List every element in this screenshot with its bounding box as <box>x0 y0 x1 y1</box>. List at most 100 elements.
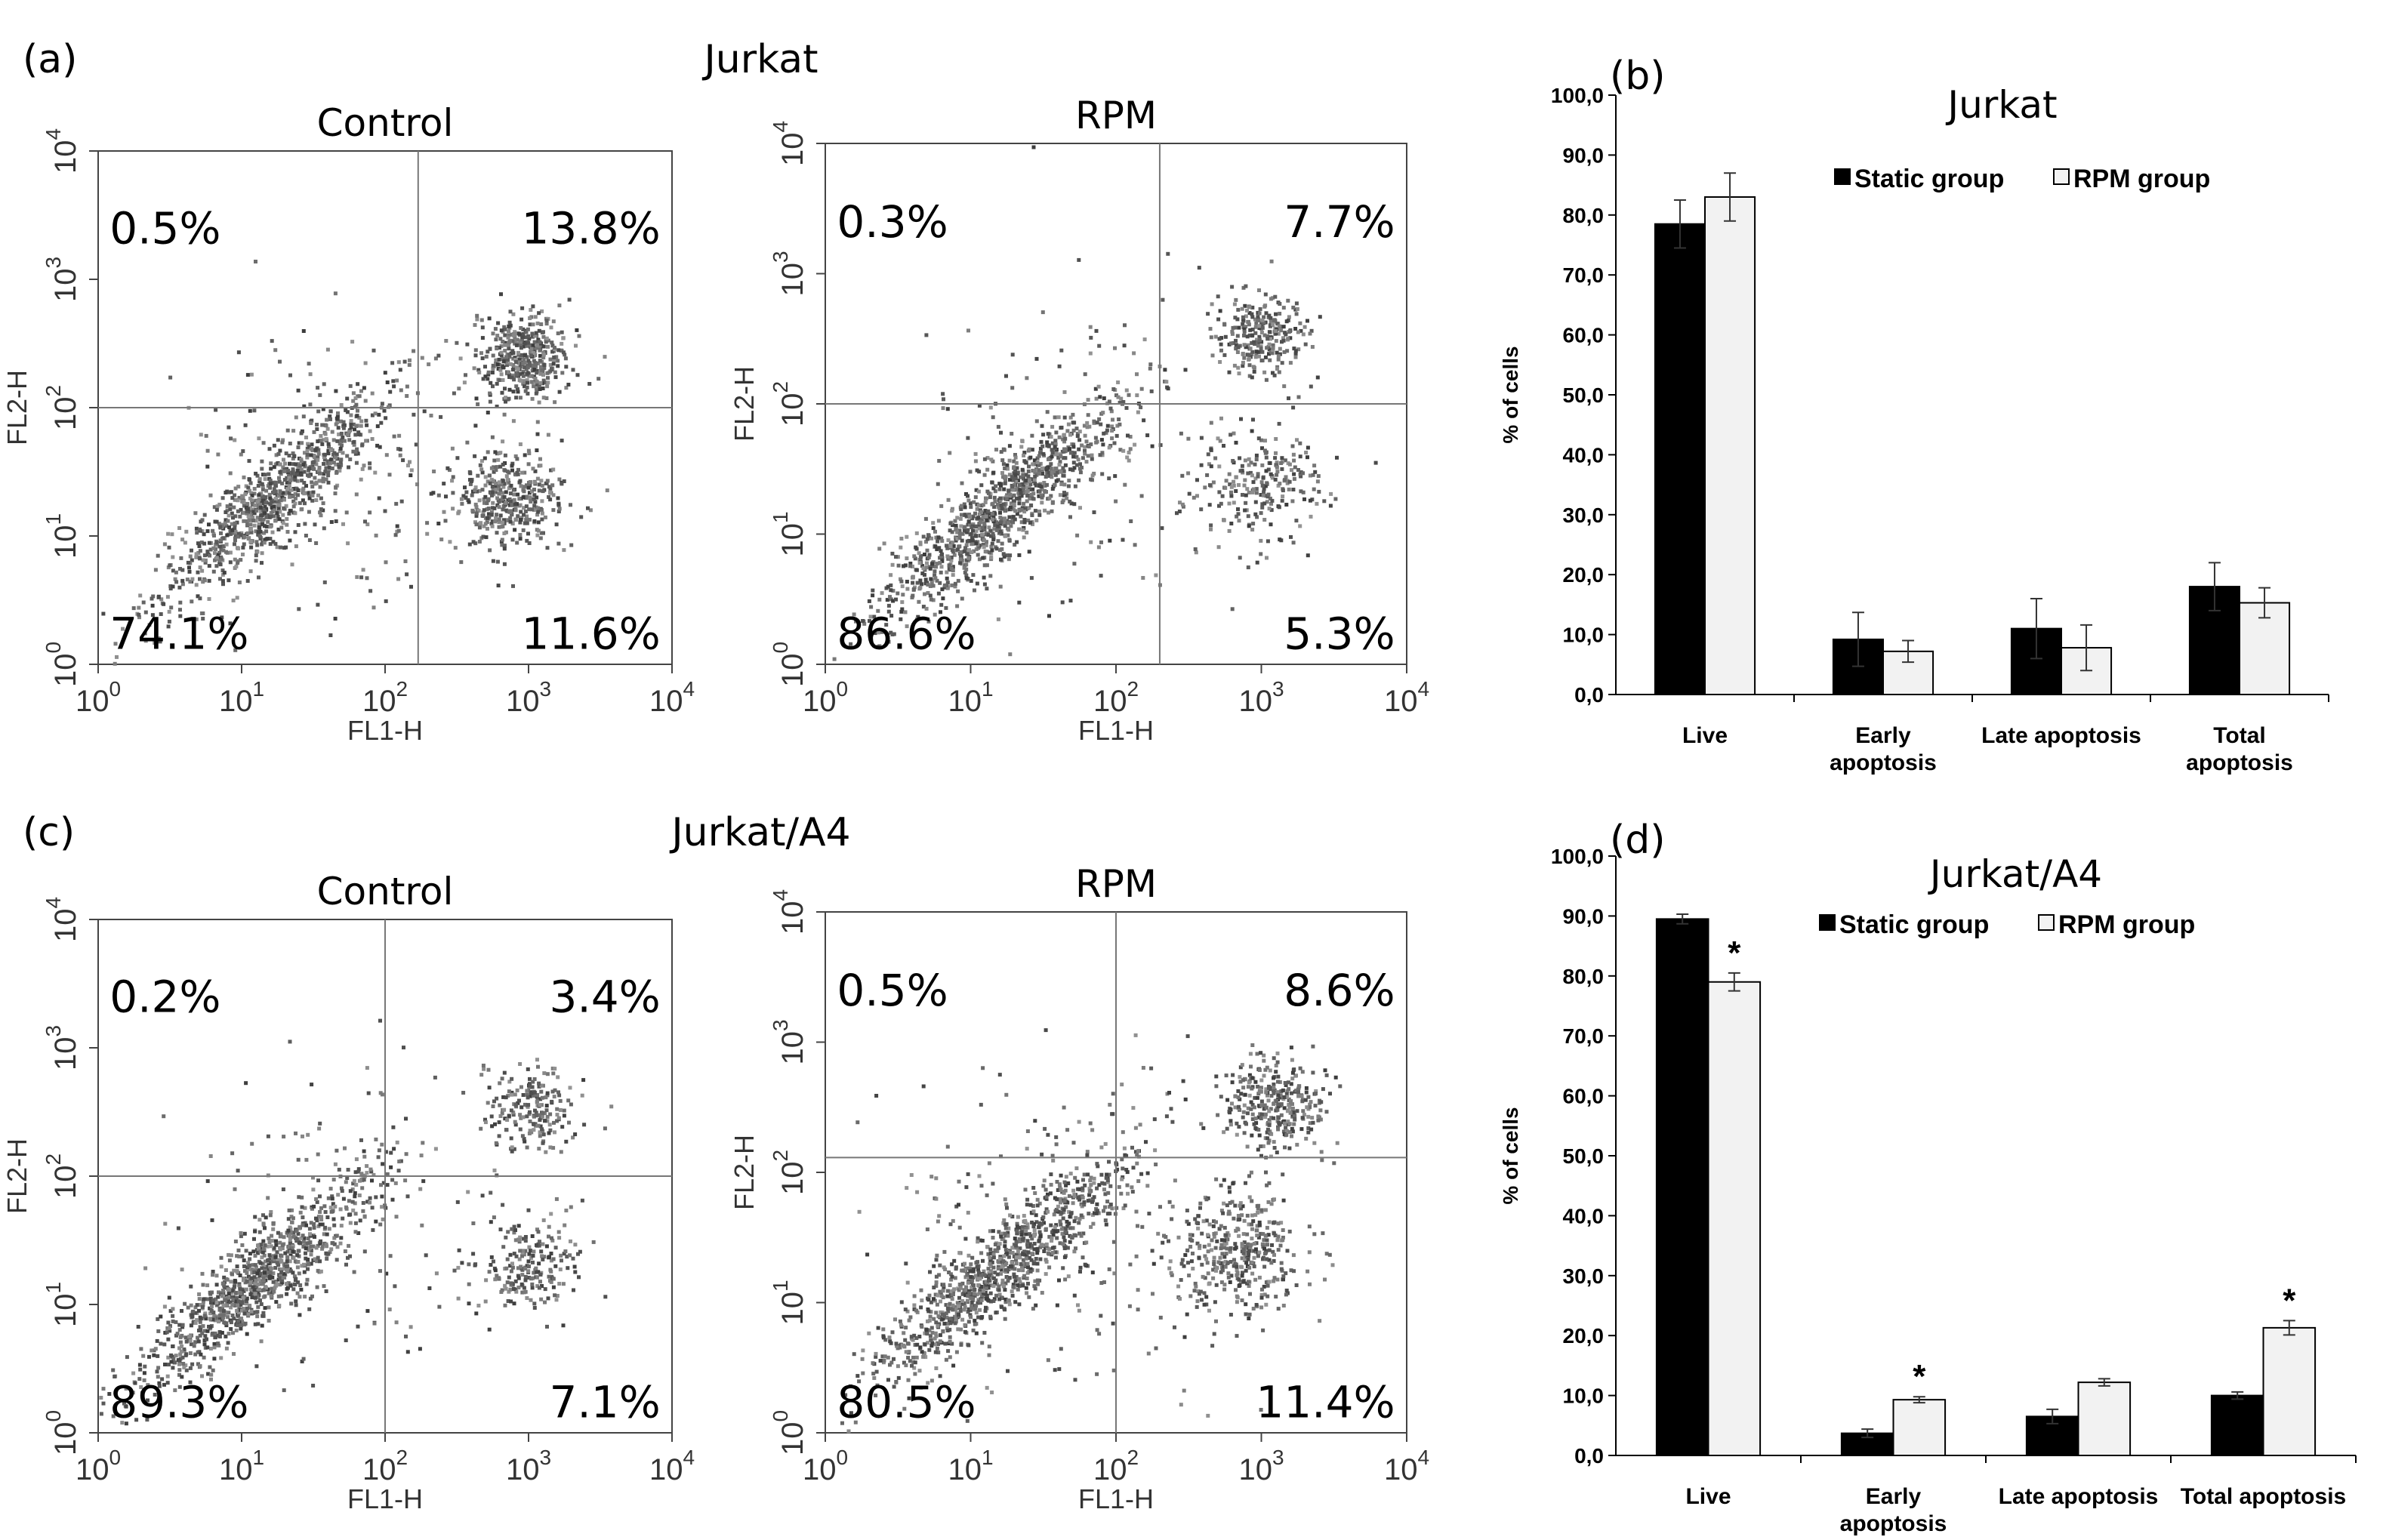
event-dot-live <box>955 537 960 541</box>
event-dot-debris <box>1181 504 1185 509</box>
event-dot-live <box>183 541 187 545</box>
event-dot-live <box>309 1252 313 1257</box>
event-dot-late-apoptotic <box>1250 334 1254 338</box>
quadrant-label-upper-right: 7.7% <box>1284 196 1395 248</box>
event-dot-live <box>197 544 202 548</box>
event-dot-early-apoptotic <box>1245 487 1250 491</box>
event-dot-live <box>248 488 251 493</box>
event-dot-debris <box>322 382 326 387</box>
event-dot-live <box>253 1292 257 1296</box>
event-dot-late-apoptotic <box>479 318 484 322</box>
event-dot-live <box>254 519 258 523</box>
event-dot-live <box>288 1252 293 1256</box>
event-dot-live <box>329 1247 334 1252</box>
event-dot-live <box>153 1393 157 1397</box>
event-dot-live <box>291 1230 296 1235</box>
event-dot-early-apoptotic <box>522 513 526 517</box>
event-dot-live <box>301 1223 305 1227</box>
event-dot-debris <box>328 633 333 637</box>
event-dot-early-apoptotic <box>1299 474 1303 479</box>
event-dot-debris <box>396 528 401 533</box>
event-dot-early-apoptotic <box>553 1293 557 1298</box>
event-dot-late-apoptotic <box>541 334 546 339</box>
event-dot-live <box>268 496 273 500</box>
event-dot-live <box>1092 419 1096 424</box>
event-dot-live <box>951 523 954 528</box>
event-dot-live <box>200 529 205 534</box>
event-dot-live <box>1013 453 1017 457</box>
event-dot-live <box>248 481 253 485</box>
event-dot-live <box>167 1326 171 1330</box>
event-dot-late-apoptotic <box>452 391 456 396</box>
event-dot-live <box>183 1335 188 1340</box>
event-dot-late-apoptotic <box>530 331 535 336</box>
event-dot-live <box>1113 346 1117 350</box>
event-dot-late-apoptotic <box>544 336 549 340</box>
event-dot-live <box>225 1277 230 1282</box>
event-dot-late-apoptotic <box>520 335 525 340</box>
event-dot-live <box>233 1280 238 1284</box>
event-dot-live <box>290 1246 294 1250</box>
event-dot-live <box>964 576 969 581</box>
x-tick-exponent: 1 <box>252 677 264 701</box>
event-dot-early-apoptotic <box>496 584 501 588</box>
event-dot-live <box>311 1175 315 1180</box>
event-dot-early-apoptotic <box>489 510 494 514</box>
event-dot-live <box>307 496 312 500</box>
event-dot-live <box>1022 520 1027 525</box>
event-dot-live <box>239 452 243 457</box>
event-dot-early-apoptotic <box>492 458 497 463</box>
event-dot-late-apoptotic <box>511 312 516 316</box>
event-dot-live <box>227 513 231 518</box>
event-dot-live <box>976 489 981 494</box>
event-dot-live <box>254 529 258 534</box>
event-dot-live <box>260 542 264 547</box>
event-dot-live <box>250 503 254 507</box>
event-dot-early-apoptotic <box>1275 470 1280 474</box>
event-dot-live <box>261 1311 266 1315</box>
event-dot-live <box>970 550 974 554</box>
event-dot-live <box>327 465 331 470</box>
event-dot-live <box>353 427 356 432</box>
event-dot-debris <box>996 617 1000 621</box>
event-dot-early-apoptotic <box>1207 462 1211 467</box>
event-dot-live <box>319 1206 323 1210</box>
event-dot-live <box>260 484 265 488</box>
event-dot-live <box>390 1178 395 1182</box>
event-dot-late-apoptotic <box>523 360 527 365</box>
event-dot-early-apoptotic <box>1298 441 1302 445</box>
event-dot-early-apoptotic <box>1259 438 1263 442</box>
event-dot-debris <box>228 621 233 626</box>
event-dot-live <box>273 491 277 496</box>
event-dot-late-apoptotic <box>1257 354 1261 359</box>
event-dot-live <box>214 1301 219 1305</box>
event-dot-live <box>285 1259 289 1264</box>
event-dot-late-apoptotic <box>507 333 511 337</box>
event-dot-live <box>214 543 218 547</box>
event-dot-live <box>313 448 318 452</box>
event-dot-live <box>273 507 277 512</box>
event-dot-live <box>254 1300 259 1304</box>
event-dot-live <box>249 1276 254 1280</box>
event-dot-live <box>958 561 963 565</box>
event-dot-live <box>316 493 320 497</box>
event-dot-late-apoptotic <box>516 350 520 355</box>
event-dot-early-apoptotic <box>523 1235 528 1239</box>
event-dot-live <box>205 1329 210 1333</box>
event-dot-late-apoptotic <box>512 1147 516 1151</box>
event-dot-early-apoptotic <box>536 1230 541 1234</box>
event-dot-live <box>211 528 215 533</box>
event-dot-late-apoptotic <box>1271 371 1275 375</box>
event-dot-live <box>326 1196 331 1200</box>
event-dot-early-apoptotic <box>1280 467 1284 471</box>
event-dot-late-apoptotic <box>529 380 534 384</box>
event-dot-live <box>296 1260 301 1264</box>
event-dot-live <box>224 524 229 528</box>
event-dot-early-apoptotic <box>1285 481 1290 485</box>
event-dot-early-apoptotic <box>516 1274 520 1278</box>
event-dot-debris <box>1154 573 1158 578</box>
event-dot-late-apoptotic <box>1257 334 1262 339</box>
event-dot-late-apoptotic <box>1259 323 1264 328</box>
event-dot-live <box>911 593 915 598</box>
event-dot-late-apoptotic <box>528 1094 532 1098</box>
